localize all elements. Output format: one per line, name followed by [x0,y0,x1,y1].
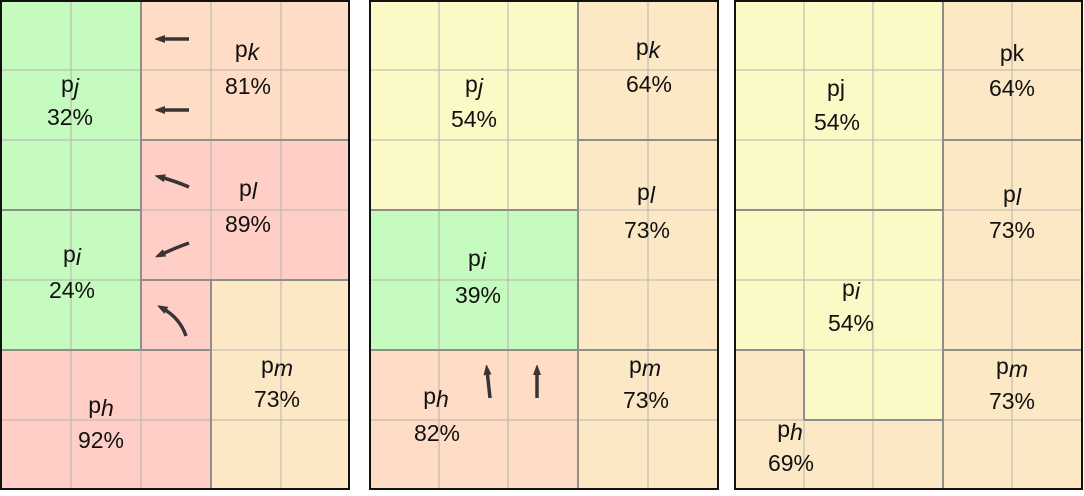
label-pl: pl [239,175,258,204]
percent-ph: 82% [414,420,460,446]
panel-1-region-pl-bg-ext [141,280,211,350]
percent-pk: 81% [225,73,271,99]
label-pm: pm [629,352,661,381]
label-pi: pi [468,245,487,274]
label-pm: pm [261,352,293,381]
panel-3: pj 54% pk 64% pl 73% pi 54% pm 73% ph 69… [734,0,1083,490]
label-pk: pk [235,36,261,65]
percent-ph: 92% [78,427,124,453]
percent-pm: 73% [623,387,669,413]
panel-2-border [369,0,719,490]
label-pk: pk [1000,40,1025,66]
panel-2-region-borders [370,1,718,489]
label-pj: pj [61,71,80,100]
panel-3-region-pj-bg [735,1,943,210]
label-pl: pl [637,179,656,208]
percent-pj: 54% [814,109,860,135]
arrow-up-icon [487,370,492,399]
panel-3-region-ph-bg-ext [735,350,804,420]
arrow-left-curved-icon [160,241,190,255]
panel-1-arrows [160,39,190,337]
panel-2-labels: pj 54% pk 64% pl 73% pi 39% pm 73% ph 82… [414,34,672,446]
label-pj: pj [465,71,484,100]
label-ph: ph [423,383,449,412]
label-pk: pk [636,34,662,63]
label-pm: pm [996,353,1028,382]
panel-3-region-borders [735,1,1082,489]
percent-pk: 64% [626,71,672,97]
panel-3-labels: pj 54% pk 64% pl 73% pi 54% pm 73% ph 69… [768,40,1035,476]
percent-ph: 69% [768,450,814,476]
percent-pl: 89% [225,211,271,237]
panel-3-region-ph-bg [735,420,943,489]
percent-pk: 64% [989,75,1035,101]
percent-pl: 73% [989,217,1035,243]
percent-pj: 54% [451,106,497,132]
label-ph: ph [777,416,803,445]
percent-pm: 73% [254,386,300,412]
label-pi: pi [842,275,861,304]
label-pj: pj [827,75,845,101]
percent-pj: 32% [47,104,93,130]
panel-1-region-borders [1,1,349,489]
panel-2: pj 54% pk 64% pl 73% pi 39% pm 73% ph 82… [369,0,719,490]
percent-pi: 24% [49,277,95,303]
panel-1-region-pm-bg [211,280,349,489]
panel-3-border [734,0,1083,490]
panel-2-arrows [487,370,537,399]
panel-2-region-pj-bg [370,1,578,210]
percent-pm: 73% [989,388,1035,414]
panel-1-labels: pj 32% pi 24% pk 81% pl 89% pm 73% ph 92… [47,36,300,453]
label-pi: pi [63,241,82,270]
label-pl: pl [1003,181,1022,210]
arrow-up-left-curved-icon [162,308,188,337]
label-ph: ph [88,392,114,421]
percent-pi: 54% [828,310,874,336]
percent-pi: 39% [455,282,501,308]
panel-1-border [0,0,350,490]
arrow-left-curved-icon [160,177,190,189]
percent-pl: 73% [624,217,670,243]
panel-1: pj 32% pi 24% pk 81% pl 89% pm 73% ph 92… [0,0,350,490]
